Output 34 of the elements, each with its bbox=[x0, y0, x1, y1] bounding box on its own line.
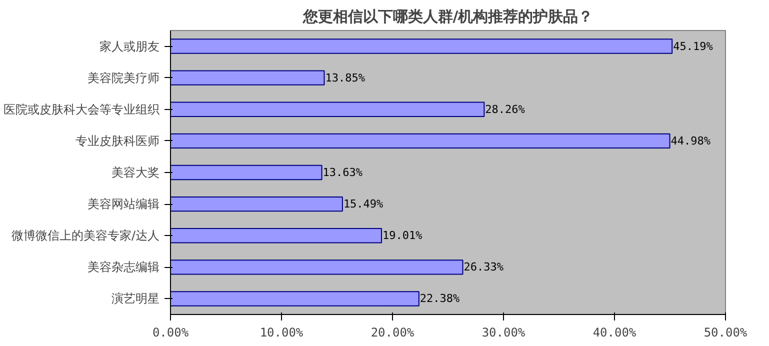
bar bbox=[170, 260, 464, 275]
y-tick-label: 医院或皮肤科大会等专业组织 bbox=[4, 102, 160, 116]
data-label: 15.49% bbox=[343, 198, 384, 211]
x-tick-label: 40.00% bbox=[592, 326, 637, 340]
y-tick-label: 美容网站编辑 bbox=[88, 197, 160, 212]
data-label: 13.85% bbox=[325, 71, 366, 84]
x-tick-label: 30.00% bbox=[482, 326, 526, 340]
data-label: 22.38% bbox=[420, 292, 460, 306]
y-tick-label: 演艺明星 bbox=[112, 292, 160, 306]
data-label: 13.63% bbox=[322, 166, 363, 179]
bar bbox=[170, 291, 420, 306]
y-tick-label: 专业皮肤科医师 bbox=[76, 134, 160, 148]
data-label: 45.19% bbox=[673, 40, 714, 53]
data-label: 26.33% bbox=[464, 260, 504, 274]
data-label: 28.26% bbox=[485, 102, 526, 116]
bar bbox=[170, 38, 673, 54]
y-tick-label: 微博微信上的美容专家/达人 bbox=[11, 228, 160, 243]
y-tick-label: 美容院美疗师 bbox=[88, 70, 160, 85]
bar bbox=[170, 196, 343, 212]
y-tick-label: 美容大奖 bbox=[112, 166, 160, 180]
x-tick-label: 0.00% bbox=[152, 326, 190, 340]
bar bbox=[170, 164, 322, 180]
x-tick-label: 20.00% bbox=[370, 326, 415, 340]
bar bbox=[170, 133, 670, 149]
y-tick-label: 美容杂志编辑 bbox=[88, 260, 160, 274]
x-tick-label: 50.00% bbox=[704, 326, 748, 340]
x-tick-label: 10.00% bbox=[260, 326, 304, 340]
bar bbox=[170, 228, 382, 244]
y-tick-label: 家人或朋友 bbox=[100, 39, 160, 54]
data-label: 44.98% bbox=[670, 134, 711, 148]
chart-title: 您更相信以下哪类人群/机构推荐的护肤品？ bbox=[302, 8, 594, 26]
bar bbox=[170, 70, 325, 86]
data-label: 19.01% bbox=[382, 229, 423, 242]
bar bbox=[170, 102, 485, 117]
